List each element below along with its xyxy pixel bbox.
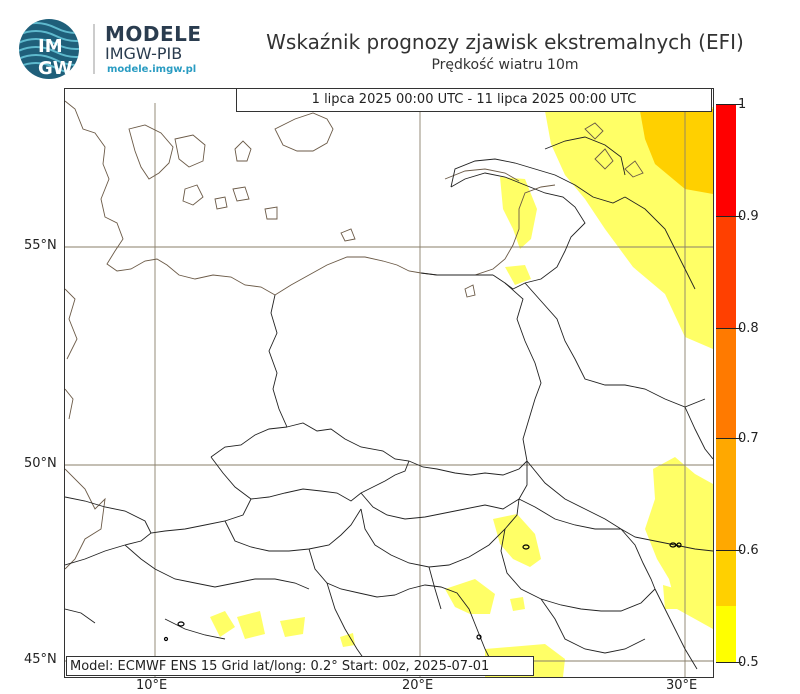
efi-region-alps-3 <box>280 617 305 637</box>
colorbar-tick <box>716 438 742 439</box>
efi-region-carpathia <box>493 514 541 567</box>
colorbar-tick <box>716 104 742 105</box>
colorbar-segment-0.9-1 <box>716 104 736 216</box>
colorbar-segment-0.8-0.9 <box>716 216 736 328</box>
efi-contours <box>163 542 682 642</box>
efi-region-northeast-core <box>640 109 713 194</box>
efi-shading <box>210 107 713 677</box>
model-info: Model: ECMWF ENS 15 Grid lat/long: 0.2° … <box>66 656 534 676</box>
country-borders <box>65 136 713 670</box>
colorbar-label-0.7: 0.7 <box>738 431 759 446</box>
lon-label-30: 30°E <box>666 678 698 693</box>
colorbar-label-0.6: 0.6 <box>738 543 759 558</box>
efi-region-alps-1 <box>210 611 235 637</box>
lat-label-50: 50°N <box>24 456 57 471</box>
colorbar-tick <box>716 662 742 663</box>
lon-label-10: 10°E <box>136 678 168 693</box>
colorbar-label-0.8: 0.8 <box>738 321 759 336</box>
imgw-logo: IM GW <box>19 19 79 79</box>
map-title: Wskaźnik prognozy zjawisk ekstremalnych … <box>266 30 744 54</box>
logo-text-bottom: GW <box>38 58 73 79</box>
lon-label-20: 20°E <box>402 678 434 693</box>
brand-url[interactable]: modele.imgw.pl <box>107 64 197 75</box>
colorbar-tick <box>716 550 742 551</box>
coastlines <box>65 100 644 570</box>
colorbar-label-0.5: 0.5 <box>738 655 759 670</box>
brand-title: MODELE <box>105 22 202 46</box>
efi-region-east-small <box>663 585 680 609</box>
graticule <box>65 103 713 677</box>
brand-subtitle: IMGW-PIB <box>105 44 183 63</box>
efi-colorbar <box>716 104 736 662</box>
efi-map <box>64 88 714 678</box>
colorbar-segment-0.7-0.8 <box>716 328 736 438</box>
forecast-period: 1 lipca 2025 00:00 UTC - 11 lipca 2025 0… <box>236 88 712 112</box>
colorbar-segment-0.6-0.7 <box>716 438 736 550</box>
efi-region-alps-2 <box>237 611 265 639</box>
colorbar-label-0.9: 0.9 <box>738 209 759 224</box>
efi-region-balkan <box>445 579 495 614</box>
map-subtitle: Prędkość wiatru 10m <box>431 57 579 73</box>
efi-region-small-1 <box>505 265 531 285</box>
colorbar-tick <box>716 216 742 217</box>
efi-region-alps-4 <box>340 633 355 647</box>
efi-region-lithuania <box>500 177 537 249</box>
lat-label-55: 55°N <box>24 238 57 253</box>
colorbar-segment-0.5-0.55 <box>716 606 736 662</box>
efi-region-small-2 <box>510 597 525 611</box>
colorbar-segment-0.55-0.6 <box>716 550 736 606</box>
lat-label-45: 45°N <box>24 652 57 667</box>
logo-text-top: IM <box>38 36 63 57</box>
colorbar-label-1: 1 <box>738 97 747 112</box>
logo-divider <box>93 24 95 74</box>
colorbar-tick <box>716 328 742 329</box>
